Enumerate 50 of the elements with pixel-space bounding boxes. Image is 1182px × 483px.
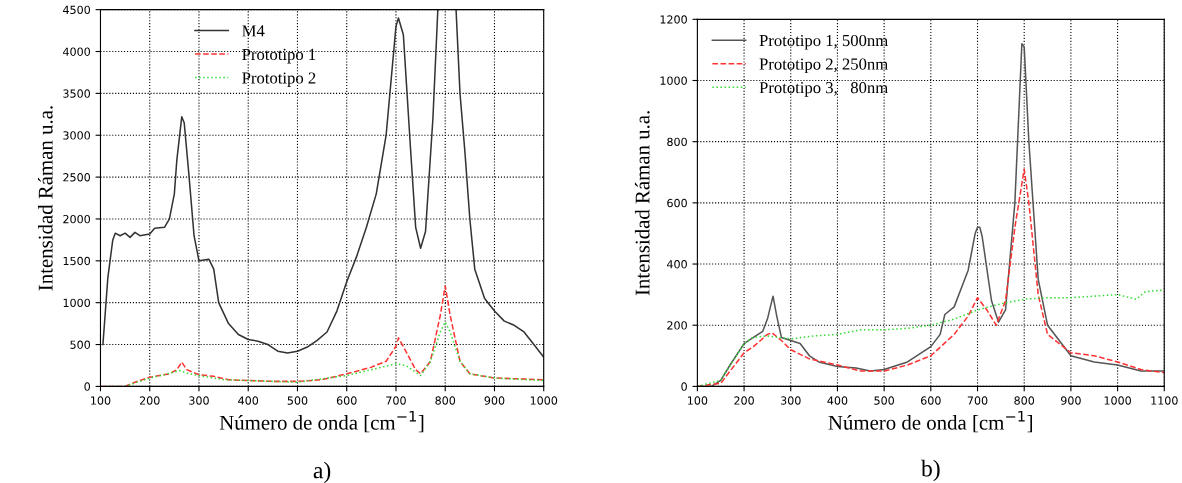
text: b)	[920, 459, 940, 482]
x-tick-label: 500	[287, 396, 308, 405]
legend-label: Prototipo 3, 80nm	[759, 82, 888, 97]
x-tick-label: 200	[734, 396, 754, 405]
y-tick-label: 4000	[63, 47, 91, 56]
legend-label: M4	[242, 25, 265, 37]
x-tick-label: 900	[1060, 396, 1081, 405]
x-tick-label: 700	[967, 396, 988, 405]
x-axis-title: Número de onda [cm$^{−1}$]	[219, 410, 424, 433]
legend-label: Prototipo 1, 500nm	[759, 34, 888, 50]
x-tick-label: 1100	[1151, 396, 1178, 405]
x-tick-label: 1000	[530, 396, 558, 405]
x-axis-title: Número de onda [cm$^{−1}$]	[828, 410, 1033, 433]
legend-label: Prototipo 2, 250nm	[759, 58, 888, 74]
y-tick-label: 500	[70, 340, 91, 349]
y-tick-label: 400	[666, 260, 687, 269]
x-tick-label: 800	[435, 396, 456, 405]
x-tick-label: 200	[139, 396, 160, 405]
y-tick-label: 600	[667, 198, 687, 208]
text: a)	[313, 461, 331, 483]
y-axis-title: Intensidad Ráman u.a.	[37, 106, 53, 291]
y-tick-label: 3500	[63, 89, 91, 98]
x-tick-label: 100	[688, 396, 708, 405]
x-tick-label: 400	[238, 396, 259, 405]
y-axis-title: Intensidad Ráman u.a.	[634, 111, 650, 296]
x-tick-label: 700	[386, 396, 406, 405]
x-tick-label: 400	[827, 396, 848, 405]
x-tick-label: 1000	[1104, 396, 1131, 405]
x-tick-label: 500	[874, 396, 894, 405]
y-tick-label: 200	[667, 321, 687, 330]
legend-label: Prototipo 2	[242, 72, 316, 87]
y-tick-label: 1500	[63, 256, 91, 266]
legend-label: Prototipo 1	[242, 48, 316, 64]
x-tick-label: 300	[781, 396, 801, 405]
y-tick-label: 800	[667, 137, 687, 147]
x-tick-label: 100	[91, 396, 111, 405]
x-tick-label: 600	[336, 396, 357, 405]
x-tick-label: 300	[189, 396, 209, 405]
y-tick-label: 0	[681, 382, 687, 391]
y-tick-label: 2500	[63, 173, 91, 182]
y-tick-label: 1200	[660, 15, 687, 24]
y-tick-label: 3000	[63, 131, 91, 140]
x-tick-label: 900	[484, 396, 505, 405]
y-tick-label: 1000	[63, 298, 91, 308]
y-tick-label: 1000	[660, 76, 687, 85]
x-tick-label: 800	[1014, 396, 1035, 405]
y-tick-label: 4500	[63, 5, 91, 15]
x-tick-label: 600	[921, 396, 941, 405]
y-tick-label: 0	[84, 382, 91, 391]
y-tick-label: 2000	[63, 214, 91, 224]
